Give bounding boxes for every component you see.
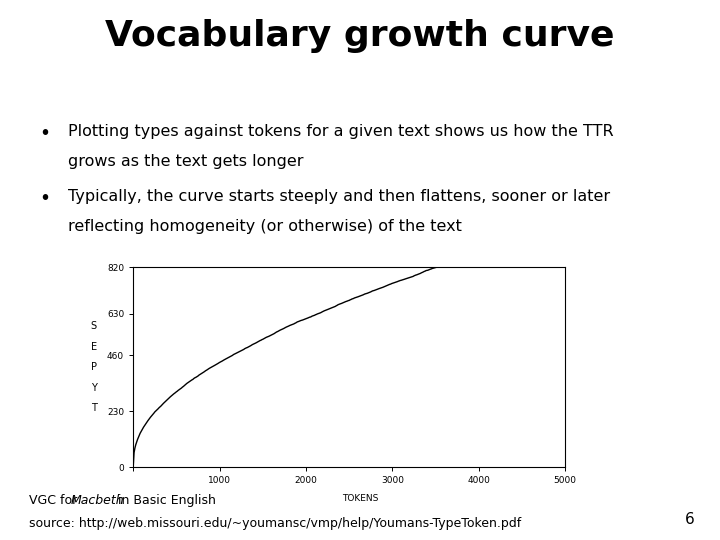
Text: 6: 6 [685,511,695,526]
Text: S: S [91,321,96,331]
Text: grows as the text gets longer: grows as the text gets longer [68,154,304,169]
Text: TOKENS: TOKENS [342,494,379,503]
Text: Vocabulary growth curve: Vocabulary growth curve [105,19,615,53]
Text: Plotting types against tokens for a given text shows us how the TTR: Plotting types against tokens for a give… [68,124,614,139]
Text: E: E [91,342,96,352]
Text: •: • [40,189,50,208]
Text: •: • [40,124,50,143]
Text: P: P [91,362,96,372]
Text: Typically, the curve starts steeply and then flattens, sooner or later: Typically, the curve starts steeply and … [68,189,611,204]
Text: reflecting homogeneity (or otherwise) of the text: reflecting homogeneity (or otherwise) of… [68,219,462,234]
Text: VGC for: VGC for [29,494,81,507]
Text: source: http://web.missouri.edu/~youmansc/vmp/help/Youmans-TypeToken.pdf: source: http://web.missouri.edu/~youmans… [29,517,521,530]
Text: Macbeth: Macbeth [71,494,124,507]
Text: in Basic English: in Basic English [114,494,215,507]
Text: Y: Y [91,383,96,393]
Text: T: T [91,403,96,413]
